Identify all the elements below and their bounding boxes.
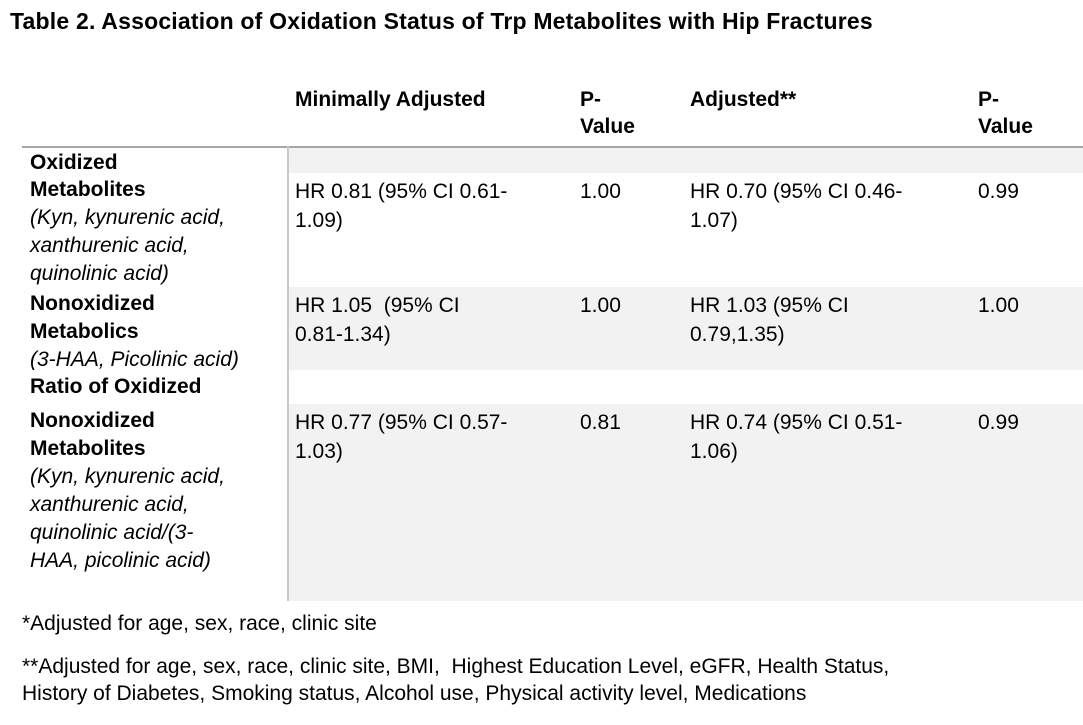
table-cell-hr-minimally-adjusted: HR 1.05 (95% CI 0.81-1.34): [287, 287, 572, 370]
table-cell-pvalue: 0.99: [978, 180, 1019, 203]
table-cell: [287, 370, 572, 404]
table-cell-hr-adjusted: HR 0.70 (95% CI 0.46- 1.07): [690, 180, 903, 232]
table-cell: [572, 146, 682, 173]
table-cell-hr-adjusted: HR 0.74 (95% CI 0.51- 1.06): [682, 404, 970, 601]
table-cell-hr-minimally-adjusted: HR 0.77 (95% CI 0.57- 1.03): [287, 404, 572, 601]
table-cell-pvalue: 0.81: [572, 404, 682, 601]
column-header-pvalue-2: P- Value: [978, 88, 1033, 138]
table-cell: [572, 370, 682, 404]
column-header-adjusted: Adjusted**: [690, 88, 797, 111]
row-label-italic: (3-HAA, Picolinic acid): [30, 348, 239, 371]
table-cell-pvalue: 0.99: [970, 404, 1083, 601]
table-cell-hr-minimally-adjusted: HR 0.81 (95% CI 0.61- 1.09): [295, 180, 508, 232]
row-label-bold: Metabolites: [30, 178, 146, 201]
footnotes: *Adjusted for age, sex, race, clinic sit…: [22, 610, 1072, 707]
table-cell: [682, 370, 970, 404]
table-cell: [970, 146, 1083, 173]
table-cell: [287, 146, 572, 173]
row-label-oxidized: Oxidized: [22, 146, 287, 174]
row-label-ratio-of-oxidized: Ratio of Oxidized: [22, 370, 287, 404]
row-label-bold: Nonoxidized Metabolics: [30, 292, 155, 343]
table-cell-hr-adjusted: HR 1.03 (95% CI 0.79,1.35): [682, 287, 970, 370]
column-header-empty: [22, 80, 287, 146]
row-label-italic: (Kyn, kynurenic acid, xanthurenic acid, …: [30, 206, 225, 285]
row-label-oxidized-metabolites: Metabolites (Kyn, kynurenic acid, xanthu…: [22, 173, 287, 287]
row-label-bold: Ratio of Oxidized: [30, 375, 202, 398]
table-title: Table 2. Association of Oxidation Status…: [10, 8, 873, 34]
table-cell-pvalue: 1.00: [580, 180, 621, 203]
table-cell-pvalue: 1.00: [572, 287, 682, 370]
row-label-bold: Nonoxidized Metabolites: [30, 409, 155, 460]
header-divider-line: [22, 146, 1083, 148]
footnote-fully-adjusted: **Adjusted for age, sex, race, clinic si…: [22, 655, 890, 705]
column-header-pvalue-1: P- Value: [580, 88, 635, 138]
column-header-minimally-adjusted: Minimally Adjusted: [295, 88, 486, 111]
row-label-nonoxidized-metabolics: Nonoxidized Metabolics (3-HAA, Picolinic…: [22, 287, 287, 371]
row-label-ratio-nonoxidized-metabolites: Nonoxidized Metabolites (Kyn, kynurenic …: [22, 404, 287, 601]
table-cell-pvalue: 1.00: [970, 287, 1083, 370]
label-column-divider-line: [287, 146, 289, 601]
row-label-bold: Oxidized: [30, 151, 118, 174]
table-cell: [682, 146, 970, 173]
table-cell: [970, 370, 1083, 404]
results-table: Minimally Adjusted P- Value Adjusted** P…: [22, 80, 1083, 601]
row-label-italic: (Kyn, kynurenic acid, xanthurenic acid, …: [30, 465, 225, 572]
footnote-minimally-adjusted: *Adjusted for age, sex, race, clinic sit…: [22, 612, 377, 635]
